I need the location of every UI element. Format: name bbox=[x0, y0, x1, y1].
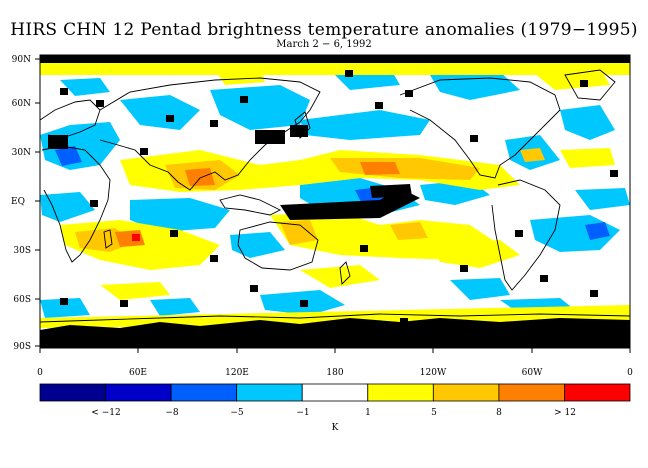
legend-swatch-7 bbox=[498, 383, 565, 402]
lon-label-120w: 120W bbox=[420, 368, 447, 378]
lon-label-0-east: 0 bbox=[627, 368, 633, 378]
continent-outlines bbox=[40, 69, 630, 323]
lon-label-60w: 60W bbox=[522, 368, 543, 378]
legend-swatch-2 bbox=[170, 383, 238, 402]
legend-swatch-6 bbox=[432, 383, 500, 402]
legend-label-lt-minus-12: < −12 bbox=[91, 408, 120, 418]
plot-area bbox=[39, 54, 631, 349]
north-america-outline bbox=[399, 77, 561, 179]
legend-label-1: 1 bbox=[365, 408, 371, 418]
antarctica-coast bbox=[40, 313, 630, 323]
lat-label-60s: 60S bbox=[13, 295, 31, 305]
no-data-patches bbox=[48, 70, 618, 325]
lon-label-180: 180 bbox=[326, 368, 343, 378]
lat-label-eq: EQ bbox=[11, 197, 25, 207]
north-pole-no-data-band bbox=[40, 55, 630, 63]
legend-label-8: 8 bbox=[496, 408, 502, 418]
color-legend-bar bbox=[39, 383, 631, 402]
legend-swatch-4 bbox=[301, 383, 369, 402]
legend-label-5: 5 bbox=[431, 408, 437, 418]
lat-label-90s: 90S bbox=[13, 342, 31, 352]
madagascar-outline bbox=[103, 229, 113, 249]
legend-swatch-0 bbox=[39, 383, 106, 402]
legend-label-gt-12: > 12 bbox=[554, 408, 576, 418]
indonesia-outline bbox=[219, 194, 282, 216]
legend-label-minus-5: −5 bbox=[230, 408, 244, 418]
legend-unit: K bbox=[332, 423, 339, 433]
latitude-ticks bbox=[35, 58, 40, 347]
legend-labels: < −12 −8 −5 −1 1 5 8 > 12 K bbox=[91, 408, 576, 433]
japan-outline bbox=[294, 111, 311, 139]
lon-label-60e: 60E bbox=[129, 368, 147, 378]
map-subtitle: March 2 − 6, 1992 bbox=[276, 39, 372, 50]
legend-swatch-8 bbox=[564, 383, 631, 402]
legend-swatch-3 bbox=[236, 383, 303, 402]
lat-label-30s: 30S bbox=[13, 246, 31, 256]
south-pole-no-data-band bbox=[40, 318, 630, 348]
africa-outline bbox=[41, 145, 111, 263]
longitude-ticks bbox=[39, 348, 631, 353]
lat-label-30n: 30N bbox=[12, 148, 31, 158]
legend-label-minus-1: −1 bbox=[296, 408, 309, 418]
lon-label-120e: 120E bbox=[225, 368, 249, 378]
greenland-outline bbox=[564, 69, 616, 101]
peak-warm-anomaly bbox=[132, 234, 140, 241]
lon-label-0-west: 0 bbox=[37, 368, 43, 378]
latitude-labels: 90N 60N 30N EQ 30S 60S 90S bbox=[11, 55, 31, 352]
asia-outline bbox=[99, 77, 321, 191]
lat-label-60n: 60N bbox=[12, 99, 31, 109]
map-title: HIRS CHN 12 Pentad brightness temperatur… bbox=[10, 20, 638, 40]
legend-label-minus-8: −8 bbox=[165, 408, 179, 418]
longitude-labels: 0 60E 120E 180 120W 60W 0 bbox=[37, 368, 633, 378]
legend-swatch-5 bbox=[367, 383, 434, 402]
australia-outline bbox=[237, 221, 319, 271]
new-zealand-outline bbox=[339, 261, 351, 285]
lat-label-90n: 90N bbox=[12, 55, 31, 65]
south-america-outline bbox=[491, 179, 561, 291]
legend-swatch-1 bbox=[105, 383, 172, 402]
